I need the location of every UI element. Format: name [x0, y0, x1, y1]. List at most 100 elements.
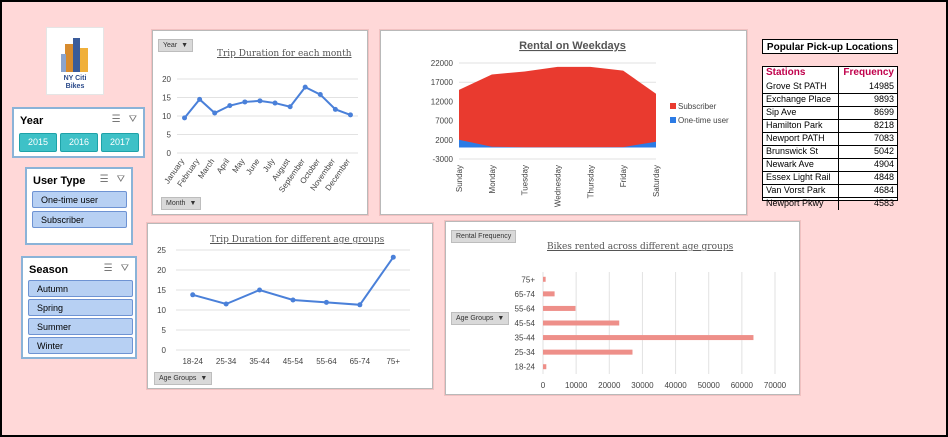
station-name: Essex Light Rail — [763, 172, 839, 184]
multiselect-icon[interactable]: ☰ — [111, 114, 121, 125]
stations-header[interactable]: Stations — [763, 67, 839, 81]
station-frequency: 8699 — [873, 107, 894, 117]
bikes-age-groups-chart: Rental Frequency Bikes rented across dif… — [445, 221, 800, 395]
bar — [543, 320, 620, 326]
x-tick-label: 50000 — [698, 381, 721, 390]
year-slicer-title: Year — [20, 115, 44, 127]
table-header-row: Stations Frequency — [763, 67, 897, 81]
multiselect-icon[interactable]: ☰ — [99, 174, 109, 185]
station-name: Brunswick St — [763, 146, 839, 158]
x-tick-label: 30000 — [631, 381, 654, 390]
legend-swatch — [670, 117, 676, 123]
clear-filter-icon[interactable]: ⛛ — [128, 114, 137, 125]
x-tick-label: 35-44 — [249, 357, 270, 366]
y-tick-label: 17000 — [431, 78, 454, 87]
bar — [543, 276, 546, 282]
season-spring-button[interactable]: Spring — [28, 299, 133, 316]
y-tick-label: 2000 — [435, 136, 453, 145]
season-autumn-button[interactable]: Autumn — [28, 280, 133, 297]
one-time-user-area — [459, 139, 656, 148]
y-tick-label: 12000 — [431, 97, 454, 106]
bar — [543, 291, 555, 297]
rental-frequency-label: Rental Frequency — [456, 233, 512, 240]
x-tick-label: June — [244, 157, 262, 177]
user-type-one-time-button[interactable]: One-time user — [32, 191, 127, 208]
season-slicer[interactable]: Season ☰ ⛛ Autumn Spring Summer Winter — [21, 256, 137, 359]
month-axis-label: Month — [166, 200, 186, 207]
year-2016-button[interactable]: 2016 — [60, 133, 98, 152]
y-tick-label: 25-34 — [515, 348, 536, 357]
station-name: Sip Ave — [763, 107, 839, 119]
popular-pickup-title: Popular Pick-up Locations — [762, 39, 898, 54]
x-tick-label: 55-64 — [316, 357, 337, 366]
x-tick-label: 45-54 — [283, 357, 304, 366]
rental-frequency-field-button[interactable]: Rental Frequency — [451, 230, 517, 243]
y-tick-label: 5 — [167, 131, 172, 140]
station-name: Exchange Place — [763, 94, 839, 106]
y-tick-label: 15 — [157, 286, 166, 295]
x-tick-label: Friday — [619, 165, 628, 187]
dropdown-arrow-icon: ▼ — [497, 315, 505, 322]
x-tick-label: 70000 — [764, 381, 787, 390]
legend-label: One-time user — [678, 116, 729, 125]
season-slicer-title: Season — [29, 264, 69, 276]
legend-swatch — [670, 103, 676, 109]
data-point — [323, 299, 329, 305]
year-2017-button[interactable]: 2017 — [101, 133, 139, 152]
x-tick-label: 10000 — [565, 381, 588, 390]
dropdown-arrow-icon: ▼ — [189, 200, 197, 207]
y-tick-label: 65-74 — [515, 290, 536, 299]
data-point — [332, 106, 338, 112]
age-groups-axis-button[interactable]: Age Groups ▼ — [154, 372, 213, 385]
subscriber-area — [459, 66, 656, 148]
station-name: Newport PATH — [763, 133, 839, 145]
table-row: Exchange Place 9893 — [763, 93, 897, 106]
y-tick-label: 55-64 — [515, 304, 536, 313]
table-row: Newark Ave 4904 — [763, 158, 897, 171]
station-name: Newark Ave — [763, 159, 839, 171]
y-tick-label: 20 — [157, 266, 166, 275]
x-tick-label: Thursday — [586, 165, 595, 198]
season-winter-button[interactable]: Winter — [28, 337, 133, 354]
bar — [543, 305, 576, 311]
multiselect-icon[interactable]: ☰ — [103, 263, 113, 274]
year-filter-button[interactable]: Year ▼ — [158, 39, 194, 52]
data-point — [357, 302, 363, 308]
rental-weekdays-chart: Rental on Weekdays -3000 2000 7000 12000 1700… — [380, 30, 747, 215]
station-frequency: 4848 — [873, 172, 894, 182]
season-summer-button[interactable]: Summer — [28, 318, 133, 335]
y-tick-label: 35-44 — [515, 334, 536, 343]
x-tick-label: 40000 — [664, 381, 687, 390]
station-frequency: 14985 — [868, 81, 894, 91]
user-type-slicer[interactable]: User Type ☰ ⛛ One-time user Subscriber — [25, 167, 133, 245]
x-tick-label: 25-34 — [216, 357, 237, 366]
y-tick-label: 0 — [167, 149, 172, 158]
chart-title: Bikes rented across different age groups — [547, 242, 734, 252]
bar — [543, 364, 547, 370]
age-groups-axis-button[interactable]: Age Groups ▼ — [451, 312, 510, 325]
year-2015-button[interactable]: 2015 — [19, 133, 57, 152]
frequency-header[interactable]: Frequency — [843, 67, 894, 78]
table-row: Hamilton Park 8218 — [763, 119, 897, 132]
x-tick-label: April — [215, 157, 232, 175]
logo-text-line2: Bikes — [66, 83, 85, 90]
bar — [543, 335, 754, 341]
x-tick-label: Wednesday — [554, 165, 563, 207]
clear-filter-icon[interactable]: ⛛ — [120, 263, 129, 274]
user-type-subscriber-button[interactable]: Subscriber — [32, 211, 127, 228]
year-slicer[interactable]: Year ☰ ⛛ 2015 2016 2017 — [12, 107, 145, 158]
legend-label: Subscriber — [678, 102, 717, 111]
station-frequency: 9893 — [873, 94, 894, 104]
x-tick-label: 18-24 — [182, 357, 203, 366]
data-point — [302, 84, 308, 90]
bar — [543, 349, 633, 355]
month-axis-button[interactable]: Month ▼ — [161, 197, 202, 210]
city-skyline-icon: NY Citi Bikes — [61, 38, 88, 90]
clear-filter-icon[interactable]: ⛛ — [116, 174, 125, 185]
y-tick-label: 10 — [157, 306, 166, 315]
y-tick-label: 20 — [162, 75, 171, 84]
y-tick-label: -3000 — [433, 155, 454, 164]
x-tick-label: 65-74 — [350, 357, 371, 366]
